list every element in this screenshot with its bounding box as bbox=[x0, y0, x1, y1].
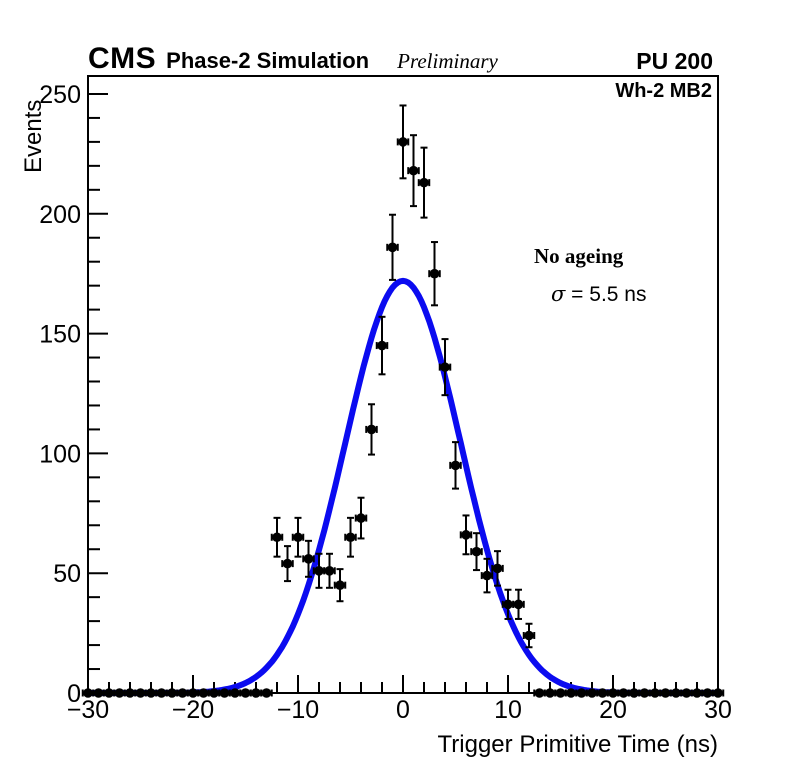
data-point-marker bbox=[650, 688, 660, 698]
data-point-marker bbox=[335, 580, 345, 590]
data-point-marker bbox=[692, 688, 702, 698]
data-point-marker bbox=[261, 688, 272, 698]
sigma-symbol: σ bbox=[551, 282, 566, 306]
data-point-marker bbox=[240, 688, 251, 698]
y-tick-label: 0 bbox=[67, 680, 81, 708]
y-tick-label: 250 bbox=[39, 81, 81, 109]
data-point-marker bbox=[587, 688, 597, 698]
data-point-marker bbox=[576, 688, 587, 698]
data-point-marker bbox=[461, 530, 471, 540]
cms-logo-text: CMS bbox=[88, 42, 157, 75]
ageing-scenario-label: No ageing bbox=[534, 244, 624, 268]
data-point-marker bbox=[419, 177, 429, 188]
data-point-marker bbox=[177, 688, 188, 698]
data-point-marker bbox=[156, 688, 167, 698]
sigma-value: = 5.5 ns bbox=[565, 283, 647, 306]
data-point-marker bbox=[671, 688, 681, 698]
data-point-marker bbox=[660, 688, 671, 698]
data-point-marker bbox=[356, 513, 366, 523]
axis-ticks bbox=[87, 92, 719, 694]
data-point-marker bbox=[555, 688, 566, 698]
data-point-marker bbox=[618, 688, 629, 698]
data-point-marker bbox=[114, 688, 125, 698]
data-point-marker bbox=[450, 460, 461, 471]
data-point-marker bbox=[429, 268, 440, 279]
y-tick-label: 100 bbox=[39, 440, 81, 468]
data-point-marker bbox=[713, 688, 723, 698]
data-point-marker bbox=[293, 532, 303, 543]
x-axis-title: Trigger Primitive Time (ns) bbox=[438, 731, 718, 758]
data-point-marker bbox=[534, 688, 545, 698]
data-point-marker bbox=[681, 688, 692, 698]
data-point-marker bbox=[230, 688, 240, 698]
data-point-marker bbox=[93, 688, 104, 698]
x-tick-label: −10 bbox=[277, 696, 319, 724]
data-point-marker bbox=[209, 688, 219, 698]
data-point-marker bbox=[513, 599, 524, 610]
x-tick-label: 20 bbox=[599, 696, 627, 724]
data-point-marker bbox=[282, 558, 293, 569]
data-point-marker bbox=[83, 688, 93, 698]
fit-sigma-label: σ = 5.5 ns bbox=[551, 282, 646, 307]
data-point-marker bbox=[135, 688, 146, 698]
y-tick-label: 200 bbox=[39, 201, 81, 229]
pileup-label: PU 200 bbox=[636, 48, 713, 74]
x-tick-label: 10 bbox=[494, 696, 522, 724]
data-point-marker bbox=[377, 340, 387, 351]
data-point-marker bbox=[366, 424, 377, 435]
x-tick-label: −30 bbox=[67, 696, 109, 724]
simulation-subtitle: Phase-2 Simulation bbox=[166, 48, 370, 73]
x-tick-label: 0 bbox=[396, 696, 410, 724]
header-row: CMS Phase-2 Simulation Preliminary bbox=[88, 42, 718, 75]
data-point-marker bbox=[167, 688, 177, 698]
y-tick-label: 50 bbox=[53, 560, 81, 588]
data-point-marker bbox=[629, 688, 639, 698]
data-point-marker bbox=[597, 688, 608, 698]
data-point-marker bbox=[198, 688, 209, 698]
data-point-marker bbox=[440, 362, 450, 372]
gaussian-fit-curve bbox=[85, 277, 721, 696]
x-tick-label: 30 bbox=[704, 696, 732, 724]
data-point-marker bbox=[492, 563, 503, 574]
data-point-marker bbox=[303, 554, 314, 564]
data-point-marker bbox=[314, 565, 324, 576]
data-point-marker bbox=[639, 688, 650, 698]
fit-curve-layer bbox=[85, 277, 721, 696]
data-point-marker bbox=[188, 688, 198, 698]
data-point-marker bbox=[219, 688, 230, 698]
x-tick-label: −20 bbox=[172, 696, 214, 724]
data-point-marker bbox=[398, 137, 408, 147]
data-point-marker bbox=[524, 630, 534, 641]
data-point-marker bbox=[503, 599, 513, 610]
data-point-marker bbox=[125, 688, 135, 698]
data-point-marker bbox=[471, 546, 482, 557]
data-point-marker bbox=[608, 688, 618, 698]
data-points-layer bbox=[81, 104, 725, 698]
chamber-label: Wh-2 MB2 bbox=[615, 80, 712, 102]
preliminary-label: Preliminary bbox=[397, 49, 498, 73]
data-point-marker bbox=[324, 565, 335, 576]
data-point-marker bbox=[545, 688, 555, 698]
data-point-marker bbox=[702, 688, 713, 698]
data-point-marker bbox=[482, 570, 492, 581]
data-point-marker bbox=[566, 688, 576, 698]
data-point-marker bbox=[272, 532, 282, 543]
data-point-marker bbox=[345, 532, 356, 543]
data-point-marker bbox=[104, 688, 114, 698]
y-tick-label: 150 bbox=[39, 321, 81, 349]
data-point-marker bbox=[251, 688, 261, 698]
data-point-marker bbox=[387, 242, 398, 253]
data-point-marker bbox=[146, 688, 156, 698]
axis-tick-labels: −30 −20 −10 0 10 20 30 0 50 100 150 200 250 bbox=[39, 81, 732, 724]
data-point-marker bbox=[408, 165, 419, 176]
y-axis-title: Events bbox=[20, 100, 47, 173]
